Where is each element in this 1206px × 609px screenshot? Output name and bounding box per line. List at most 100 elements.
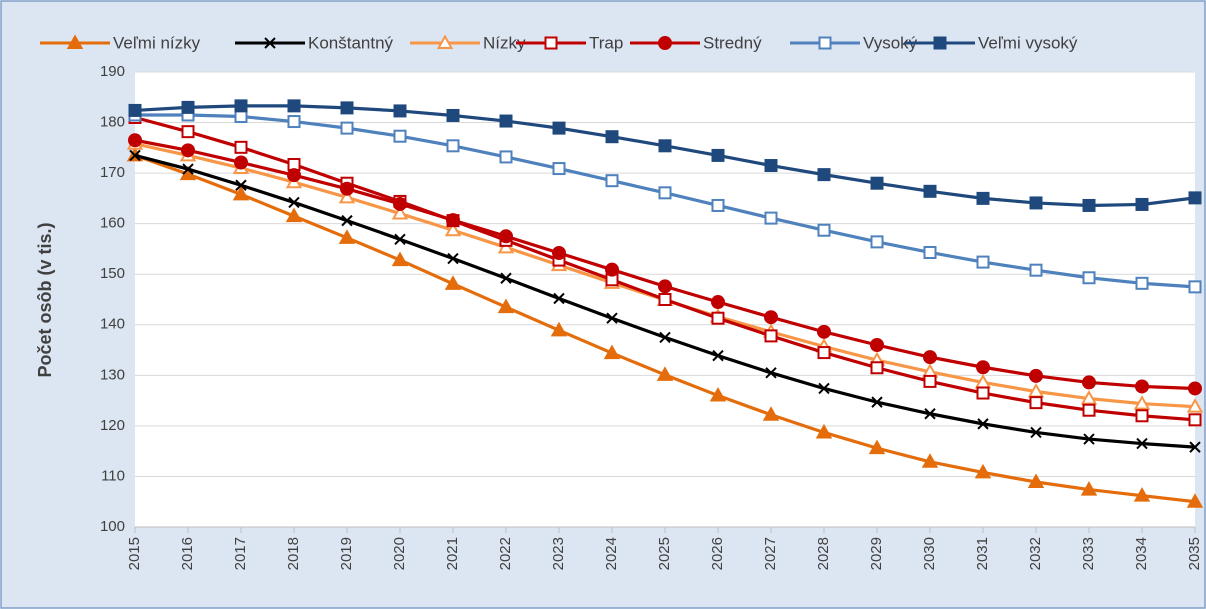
- data-point: [181, 143, 195, 158]
- data-point: [603, 344, 621, 360]
- data-point: [553, 292, 565, 305]
- data-point: [923, 374, 937, 388]
- data-point: [1029, 196, 1043, 210]
- legend-label: Konštantný: [308, 33, 394, 52]
- data-point: [552, 121, 566, 135]
- data-point: [711, 295, 725, 310]
- data-point: [924, 408, 936, 420]
- data-point: [659, 331, 671, 344]
- y-tick-label: 160: [100, 215, 125, 232]
- legend-marker: [658, 36, 672, 50]
- data-point: [1082, 375, 1096, 390]
- data-point: [658, 139, 672, 153]
- data-point: [1133, 395, 1151, 410]
- data-point: [711, 311, 725, 325]
- data-point: [976, 360, 990, 375]
- data-point: [1186, 493, 1204, 508]
- data-point: [128, 133, 142, 148]
- data-point: [976, 255, 990, 269]
- data-point: [658, 279, 672, 294]
- data-point: [393, 104, 407, 118]
- data-point: [817, 346, 831, 360]
- data-point: [923, 245, 937, 259]
- x-tick-label: 2015: [126, 537, 143, 570]
- data-point: [1029, 396, 1043, 410]
- data-point: [499, 150, 513, 164]
- data-point: [1082, 403, 1096, 417]
- y-tick-label: 140: [100, 316, 125, 333]
- data-point: [340, 121, 354, 135]
- x-tick-label: 2018: [285, 537, 302, 570]
- data-point: [870, 235, 884, 249]
- data-point: [870, 176, 884, 190]
- y-tick-label: 190: [100, 63, 125, 80]
- x-tick-label: 2028: [815, 537, 832, 570]
- data-point: [870, 361, 884, 375]
- x-tick-label: 2030: [921, 537, 938, 570]
- data-point: [287, 99, 301, 113]
- x-tick-label: 2035: [1186, 537, 1203, 570]
- data-point: [976, 386, 990, 400]
- data-point: [1135, 197, 1149, 211]
- x-tick-label: 2029: [868, 537, 885, 570]
- data-point: [815, 423, 833, 439]
- data-point: [817, 168, 831, 182]
- data-point: [765, 367, 777, 379]
- x-tick-label: 2019: [338, 537, 355, 570]
- data-point: [1136, 437, 1148, 450]
- x-tick-label: 2017: [232, 537, 249, 570]
- x-tick-label: 2021: [444, 537, 461, 570]
- data-point: [340, 181, 354, 196]
- data-point: [764, 159, 778, 173]
- data-point: [444, 221, 462, 237]
- data-point: [712, 349, 724, 362]
- data-point: [285, 207, 303, 223]
- legend-label: Trap: [589, 33, 623, 52]
- data-point: [605, 262, 619, 277]
- data-point: [288, 196, 300, 209]
- legend-marker: [544, 36, 558, 50]
- data-point: [1188, 280, 1202, 294]
- x-tick-label: 2033: [1080, 537, 1097, 570]
- data-point: [287, 115, 301, 129]
- data-point: [446, 213, 460, 228]
- data-point: [1030, 426, 1042, 439]
- data-point: [605, 174, 619, 188]
- x-tick-label: 2025: [656, 537, 673, 570]
- data-point: [868, 439, 886, 455]
- legend-label: Vysoký: [863, 33, 918, 52]
- data-point: [921, 453, 939, 468]
- data-point: [1029, 368, 1043, 383]
- x-tick-label: 2016: [179, 537, 196, 570]
- data-point: [181, 100, 195, 114]
- legend-marker: [66, 34, 84, 49]
- y-tick-label: 150: [100, 265, 125, 282]
- y-tick-label: 100: [100, 518, 125, 535]
- data-point: [129, 149, 141, 162]
- data-point: [497, 298, 515, 314]
- data-point: [1186, 398, 1204, 413]
- data-point: [341, 214, 353, 227]
- x-tick-label: 2022: [497, 537, 514, 570]
- x-tick-label: 2020: [391, 537, 408, 570]
- data-point: [447, 252, 459, 265]
- y-axis-label: Počet osôb (v tis.): [35, 222, 55, 377]
- data-point: [234, 109, 248, 123]
- data-point: [871, 396, 883, 408]
- data-point: [656, 366, 674, 381]
- data-point: [235, 179, 247, 191]
- data-point: [1080, 390, 1098, 405]
- legend-marker: [933, 36, 947, 50]
- data-point: [234, 155, 248, 170]
- legend-marker: [436, 34, 454, 49]
- data-point: [499, 114, 513, 128]
- data-point: [340, 101, 354, 115]
- y-tick-label: 130: [100, 366, 125, 383]
- data-point: [711, 148, 725, 162]
- x-tick-label: 2026: [709, 537, 726, 570]
- data-point: [128, 103, 142, 117]
- data-point: [1188, 413, 1202, 427]
- data-point: [818, 382, 830, 395]
- data-point: [1135, 409, 1149, 423]
